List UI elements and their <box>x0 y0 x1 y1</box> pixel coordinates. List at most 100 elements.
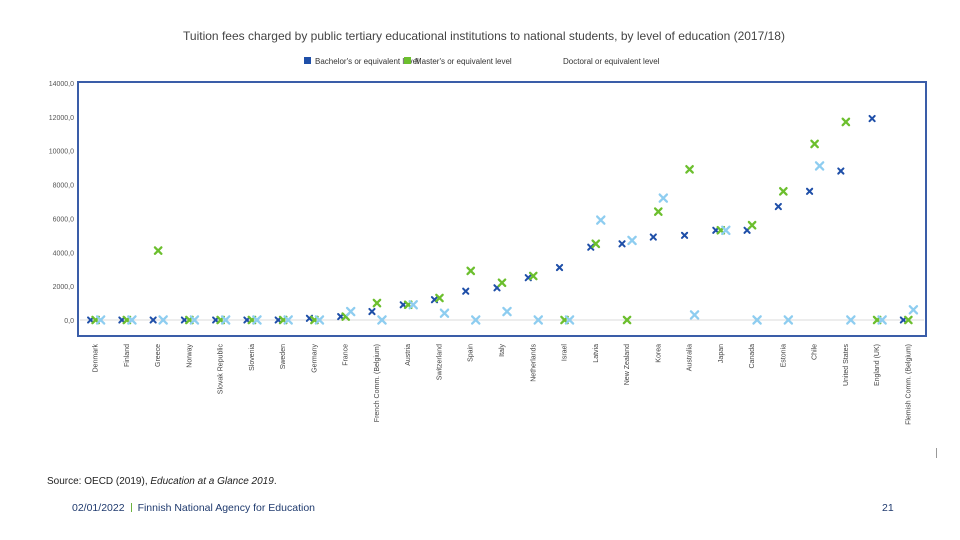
marker-0-23 <box>805 187 814 195</box>
footer-date: 02/01/2022 <box>72 502 125 514</box>
marker-1-2 <box>153 246 163 255</box>
x-tick-label: Chile <box>812 344 819 360</box>
divider-mark <box>936 448 937 458</box>
marker-2-9 <box>377 315 387 325</box>
x-tick-label: Denmark <box>93 344 100 373</box>
marker-1-18 <box>653 207 663 217</box>
x-tick-label: Slovak Republic <box>218 344 225 395</box>
marker-0-18 <box>649 233 657 241</box>
data-markers <box>87 114 919 325</box>
legend-swatch-0 <box>304 57 311 64</box>
marker-2-15 <box>564 315 575 325</box>
marker-0-9 <box>368 307 376 316</box>
marker-0-24 <box>837 167 845 175</box>
marker-2-2 <box>158 315 168 325</box>
marker-2-24 <box>846 315 856 325</box>
marker-2-11 <box>439 308 450 318</box>
marker-2-13 <box>502 306 512 317</box>
x-tick-label: Canada <box>749 344 756 369</box>
x-tick-label: Japan <box>718 344 725 363</box>
x-tick-label: Latvia <box>593 344 600 363</box>
marker-0-15 <box>555 263 564 272</box>
x-tick-label: Estonia <box>780 344 787 367</box>
marker-0-12 <box>462 287 470 295</box>
x-tick-label: Spain <box>468 344 475 362</box>
legend-label-0: Bachelor's or equivalent level <box>315 57 419 66</box>
chart-title: Tuition fees charged by public tertiary … <box>183 29 785 43</box>
x-tick-label: Sweden <box>280 344 287 369</box>
marker-2-22 <box>783 315 794 325</box>
marker-2-12 <box>470 315 481 325</box>
x-tick-label: Germany <box>311 344 318 373</box>
plot-area-frame <box>77 81 927 337</box>
x-tick-label: Norway <box>186 344 193 368</box>
x-tick-label: Israel <box>562 344 569 362</box>
marker-1-14 <box>528 271 538 281</box>
tuition-fees-chart: Tuition fees charged by public tertiary … <box>49 29 927 425</box>
marker-1-22 <box>778 186 788 196</box>
y-tick-label: 6000,0 <box>53 216 75 223</box>
source-note: Source: OECD (2019), Education at a Glan… <box>47 476 277 487</box>
y-tick-label: 4000,0 <box>53 250 75 257</box>
x-axis-ticks: Denmark Finland Greece Norway Slovak Republi… <box>93 344 913 425</box>
marker-2-26 <box>908 305 919 315</box>
marker-1-24 <box>841 117 851 127</box>
marker-1-16 <box>591 239 601 249</box>
marker-0-2 <box>149 316 157 324</box>
marker-1-13 <box>497 278 507 288</box>
x-tick-label: New Zealand <box>624 344 631 385</box>
x-tick-label: Slovenia <box>249 344 256 371</box>
y-tick-label: 12000,0 <box>49 115 74 122</box>
marker-2-10 <box>408 300 418 310</box>
page-number: 21 <box>882 502 894 514</box>
x-tick-label: France <box>343 344 350 366</box>
footer-org: Finnish National Agency for Education <box>137 502 316 514</box>
x-tick-label: England (UK) <box>874 344 881 386</box>
marker-2-14 <box>533 315 544 325</box>
x-tick-label: Austria <box>405 344 412 366</box>
marker-2-17 <box>627 235 637 246</box>
footer-divider <box>130 503 132 512</box>
marker-1-19 <box>685 164 694 174</box>
marker-2-19 <box>689 310 700 320</box>
x-tick-label: Greece <box>155 344 162 367</box>
legend-label-1: Master's or equivalent level <box>415 57 512 66</box>
marker-1-21 <box>747 220 757 230</box>
marker-2-0 <box>95 315 106 325</box>
marker-0-25 <box>868 114 876 123</box>
y-tick-label: 14000,0 <box>49 81 74 88</box>
x-tick-label: Finland <box>124 344 131 367</box>
y-tick-label: 0,0 <box>64 318 74 325</box>
marker-2-25 <box>877 315 887 325</box>
legend-swatch-1 <box>404 57 411 64</box>
marker-2-1 <box>127 315 137 325</box>
marker-1-12 <box>466 266 476 276</box>
x-tick-label: French Comm. (Belgium) <box>374 344 381 422</box>
x-tick-label: Netherlands <box>530 344 537 382</box>
footer: 02/01/2022 Finnish National Agency for Ed… <box>72 502 315 514</box>
x-tick-label: Flemish Comm. (Belgium) <box>905 344 912 425</box>
marker-2-20 <box>721 225 731 236</box>
y-tick-label: 2000,0 <box>53 284 75 291</box>
x-tick-label: United States <box>843 344 850 387</box>
marker-1-23 <box>810 139 819 149</box>
marker-2-7 <box>314 315 325 325</box>
marker-1-9 <box>372 298 382 308</box>
marker-2-21 <box>752 315 762 325</box>
y-tick-label: 8000,0 <box>53 183 75 190</box>
marker-2-16 <box>596 215 606 225</box>
x-tick-label: Korea <box>655 344 662 363</box>
marker-2-8 <box>345 306 356 317</box>
x-tick-label: Italy <box>499 344 506 357</box>
marker-2-5 <box>252 315 262 325</box>
y-axis-ticks: 0,0 2000,0 4000,0 6000,0 8000,0 10000,0 12000,… <box>49 81 74 325</box>
marker-1-26 <box>904 315 913 325</box>
marker-1-17 <box>622 315 632 325</box>
y-tick-label: 10000,0 <box>49 149 74 156</box>
marker-1-11 <box>435 293 444 303</box>
marker-2-6 <box>283 315 293 325</box>
x-tick-label: Australia <box>687 344 694 371</box>
marker-0-19 <box>680 231 689 239</box>
x-tick-label: Switzerland <box>436 344 443 380</box>
